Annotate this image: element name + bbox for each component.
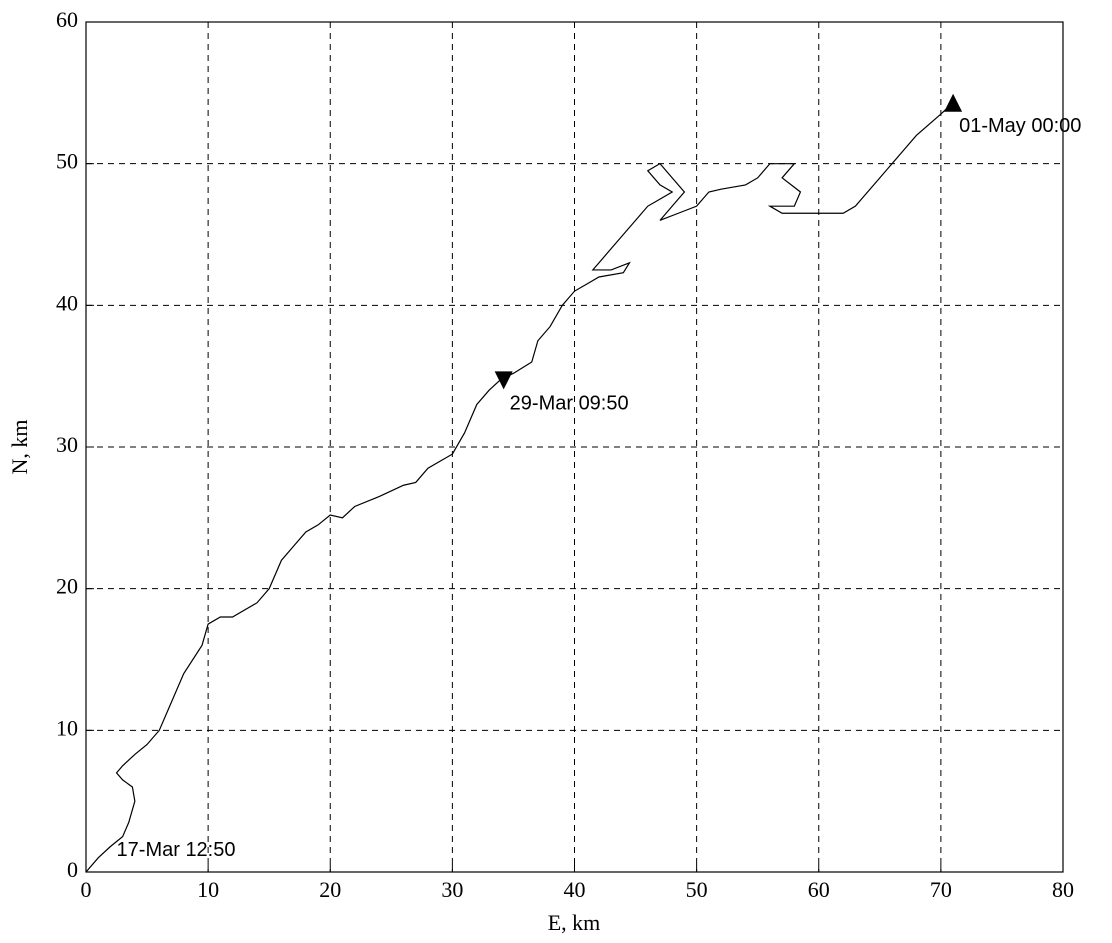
y-axis-label: N, km [7,420,32,475]
y-tick-label: 0 [67,857,78,882]
y-tick-label: 10 [56,715,78,740]
marker [494,371,513,390]
y-tick-label: 20 [56,574,78,599]
x-tick-label: 70 [930,877,952,902]
x-tick-label: 0 [81,877,92,902]
plot-frame [85,21,1064,873]
y-tick-label: 40 [56,290,78,315]
x-tick-label: 10 [197,877,219,902]
x-tick-label: 30 [441,877,463,902]
annotation: 17-Mar 12:50 [117,839,236,861]
annotation: 29-Mar 09:50 [510,393,629,415]
y-tick-label: 30 [56,432,78,457]
x-tick-label: 40 [564,877,586,902]
track-line [85,102,954,873]
y-tick-label: 50 [56,149,78,174]
x-tick-label: 60 [808,877,830,902]
x-tick-label: 20 [319,877,341,902]
y-tick-label: 60 [56,7,78,32]
x-axis-label: E, km [548,910,601,935]
marker [944,93,963,112]
x-tick-label: 50 [686,877,708,902]
x-tick-label: 80 [1052,877,1074,902]
annotation: 01-May 00:00 [959,115,1081,137]
